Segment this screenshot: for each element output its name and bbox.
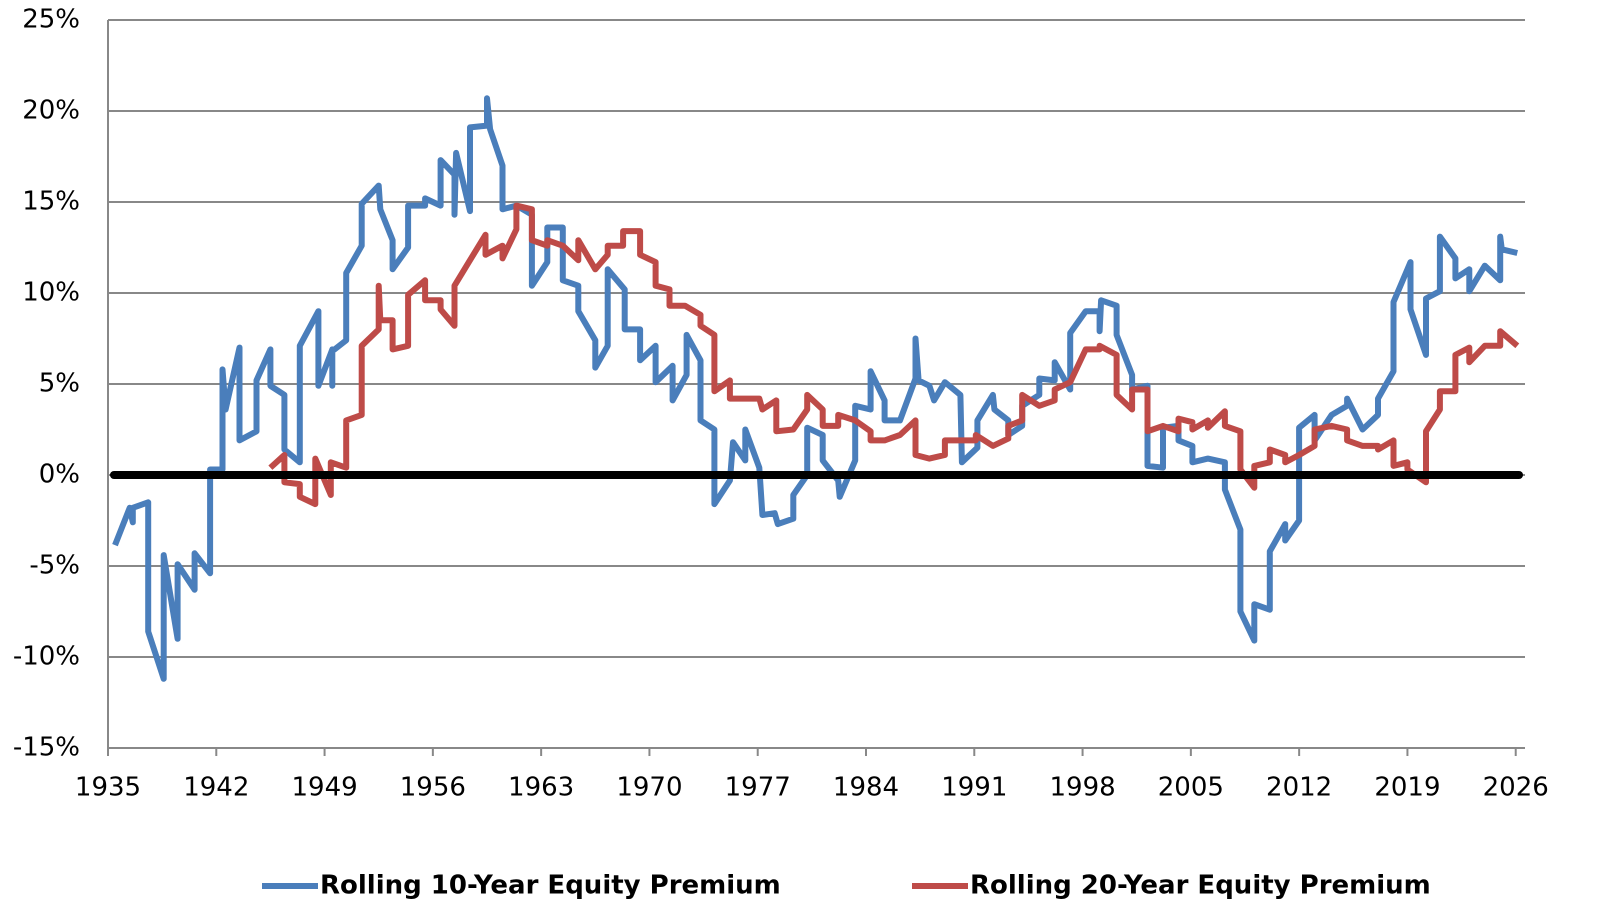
x-tick-label: 1956: [400, 773, 466, 803]
series-line: [112, 95, 1518, 682]
x-tick-label: 1935: [75, 773, 141, 803]
x-tick-label: 2019: [1374, 773, 1440, 803]
y-tick-label: 0%: [39, 460, 80, 490]
legend-label: Rolling 20-Year Equity Premium: [970, 871, 1431, 901]
legend-label: Rolling 10-Year Equity Premium: [320, 871, 781, 901]
x-tick-label: 1942: [183, 773, 249, 803]
x-tick-label: 1998: [1049, 773, 1115, 803]
x-tick-label: 1963: [508, 773, 574, 803]
x-tick-label: 1984: [833, 773, 899, 803]
x-tick-label: 1977: [725, 773, 791, 803]
y-tick-label: 20%: [22, 96, 80, 126]
y-tick-label: -15%: [13, 733, 80, 763]
x-tick-label: 1949: [291, 773, 357, 803]
y-tick-label: 5%: [39, 369, 80, 399]
y-tick-label: 25%: [22, 5, 80, 35]
x-tick-label: 1991: [941, 773, 1007, 803]
x-tick-label: 2026: [1483, 773, 1549, 803]
series-line: [268, 202, 1520, 508]
x-tick-label: 1970: [616, 773, 682, 803]
y-tick-label: 10%: [22, 278, 80, 308]
y-tick-label: -10%: [13, 642, 80, 672]
y-tick-label: -5%: [29, 551, 80, 581]
y-tick-label: 15%: [22, 187, 80, 217]
x-tick-label: 2012: [1266, 773, 1332, 803]
x-tick-label: 2005: [1158, 773, 1224, 803]
